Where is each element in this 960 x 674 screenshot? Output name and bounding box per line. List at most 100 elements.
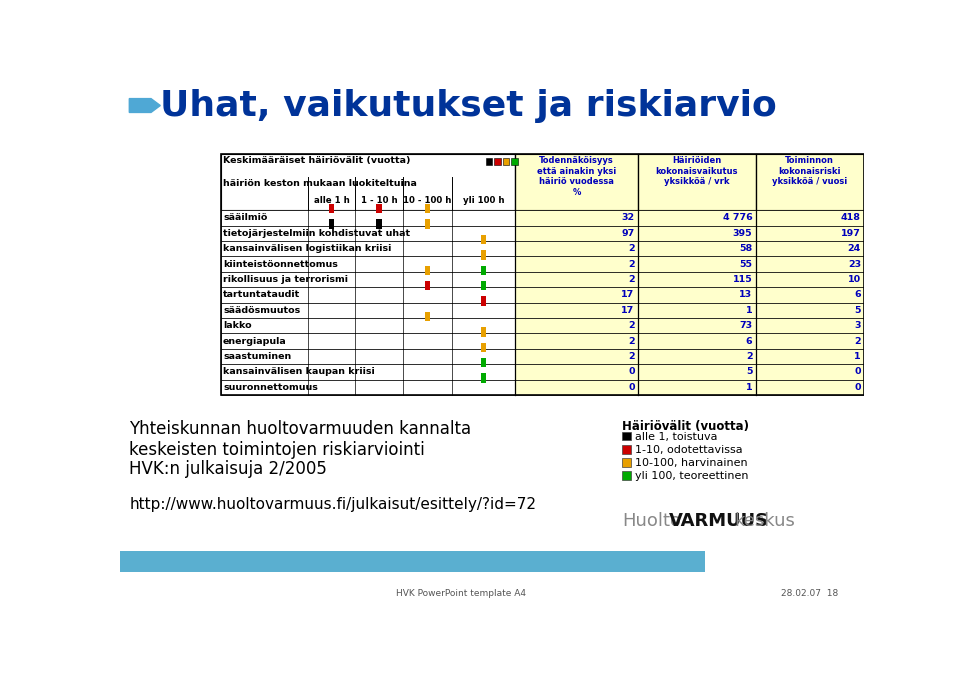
- Text: yli 100, teoreettinen: yli 100, teoreettinen: [635, 471, 748, 481]
- Text: 10: 10: [848, 275, 861, 284]
- Text: 3: 3: [854, 321, 861, 330]
- Bar: [637, 379, 756, 395]
- Bar: [221, 318, 516, 334]
- Text: 97: 97: [621, 229, 635, 238]
- Text: VARMUUS: VARMUUS: [669, 512, 769, 530]
- Bar: [516, 241, 637, 256]
- Bar: [221, 154, 516, 210]
- Text: 5: 5: [854, 306, 861, 315]
- Text: 28.02.07  18: 28.02.07 18: [781, 589, 838, 598]
- Bar: [756, 303, 864, 318]
- Bar: [516, 287, 637, 303]
- Text: Uhat, vaikutukset ja riskiarvio: Uhat, vaikutukset ja riskiarvio: [160, 88, 777, 123]
- Bar: [637, 303, 756, 318]
- Bar: [756, 334, 864, 349]
- Bar: [512, 158, 517, 165]
- Text: 6: 6: [746, 336, 753, 346]
- Bar: [622, 445, 631, 454]
- Text: lakko: lakko: [223, 321, 252, 330]
- Bar: [221, 379, 516, 395]
- Text: yli 100 h: yli 100 h: [463, 196, 504, 206]
- Text: saastuminen: saastuminen: [223, 352, 291, 361]
- Text: HVK:n julkaisuja 2/2005: HVK:n julkaisuja 2/2005: [130, 460, 327, 478]
- Bar: [756, 241, 864, 256]
- Bar: [481, 281, 486, 290]
- Text: 10 - 100 h: 10 - 100 h: [403, 196, 451, 206]
- Bar: [756, 349, 864, 364]
- Bar: [516, 318, 637, 334]
- Text: 24: 24: [848, 244, 861, 253]
- Bar: [516, 379, 637, 395]
- Bar: [376, 220, 381, 228]
- Bar: [481, 328, 486, 336]
- Text: 418: 418: [841, 214, 861, 222]
- Bar: [481, 297, 486, 306]
- Text: kiinteistöonnettomus: kiinteistöonnettomus: [223, 259, 338, 269]
- Text: tietojärjestelmiin kohdistuvat uhat: tietojärjestelmiin kohdistuvat uhat: [223, 229, 410, 238]
- Bar: [221, 364, 516, 379]
- Text: 2: 2: [628, 336, 635, 346]
- Bar: [756, 272, 864, 287]
- Text: suuronnettomuus: suuronnettomuus: [223, 383, 318, 392]
- Bar: [424, 204, 430, 213]
- Text: 0: 0: [854, 367, 861, 377]
- FancyArrow shape: [130, 98, 160, 113]
- Bar: [756, 154, 864, 210]
- Bar: [481, 358, 486, 367]
- Text: 2: 2: [628, 244, 635, 253]
- Text: http://www.huoltovarmuus.fi/julkaisut/esittely/?id=72: http://www.huoltovarmuus.fi/julkaisut/es…: [130, 497, 537, 512]
- Text: tartuntataudit: tartuntataudit: [223, 290, 300, 299]
- Text: Häiriövälit (vuotta): Häiriövälit (vuotta): [622, 420, 749, 433]
- Text: 2: 2: [746, 352, 753, 361]
- Bar: [516, 303, 637, 318]
- Bar: [424, 312, 430, 321]
- Text: kansainvälisen logistiikan kriisi: kansainvälisen logistiikan kriisi: [223, 244, 392, 253]
- Bar: [221, 226, 516, 241]
- Bar: [221, 154, 864, 395]
- Bar: [756, 226, 864, 241]
- Text: häiriön keston mukaan luokiteltuina: häiriön keston mukaan luokiteltuina: [223, 179, 417, 189]
- Bar: [637, 256, 756, 272]
- Bar: [486, 158, 492, 165]
- Bar: [221, 287, 516, 303]
- Bar: [637, 210, 756, 226]
- Text: 0: 0: [628, 367, 635, 377]
- Text: keskus: keskus: [734, 512, 796, 530]
- Text: 1: 1: [854, 352, 861, 361]
- Text: 1-10, odotettavissa: 1-10, odotettavissa: [635, 445, 742, 455]
- Text: alle 1, toistuva: alle 1, toistuva: [635, 431, 717, 441]
- Bar: [424, 266, 430, 275]
- Text: sääilmiö: sääilmiö: [223, 214, 268, 222]
- Bar: [516, 334, 637, 349]
- Text: Yhteiskunnan huoltovarmuuden kannalta: Yhteiskunnan huoltovarmuuden kannalta: [130, 420, 471, 437]
- Bar: [516, 256, 637, 272]
- Bar: [622, 432, 631, 441]
- Bar: [637, 334, 756, 349]
- Text: 2: 2: [854, 336, 861, 346]
- Text: 0: 0: [854, 383, 861, 392]
- Text: energiapula: energiapula: [223, 336, 287, 346]
- Text: 17: 17: [621, 306, 635, 315]
- Bar: [481, 342, 486, 352]
- Bar: [503, 158, 509, 165]
- Bar: [756, 379, 864, 395]
- Text: HVK PowerPoint template A4: HVK PowerPoint template A4: [396, 589, 526, 598]
- Text: 2: 2: [628, 275, 635, 284]
- Text: 2: 2: [628, 321, 635, 330]
- Text: 0: 0: [628, 383, 635, 392]
- Bar: [637, 364, 756, 379]
- Text: keskeisten toimintojen riskiarviointi: keskeisten toimintojen riskiarviointi: [130, 441, 425, 459]
- Text: 17: 17: [621, 290, 635, 299]
- Bar: [424, 220, 430, 228]
- Text: 1: 1: [746, 383, 753, 392]
- Bar: [637, 154, 756, 210]
- Text: 55: 55: [739, 259, 753, 269]
- Text: 2: 2: [628, 352, 635, 361]
- Bar: [376, 204, 381, 213]
- Bar: [481, 266, 486, 275]
- Text: 32: 32: [621, 214, 635, 222]
- Bar: [516, 364, 637, 379]
- Bar: [516, 349, 637, 364]
- Bar: [221, 241, 516, 256]
- Text: 1: 1: [746, 306, 753, 315]
